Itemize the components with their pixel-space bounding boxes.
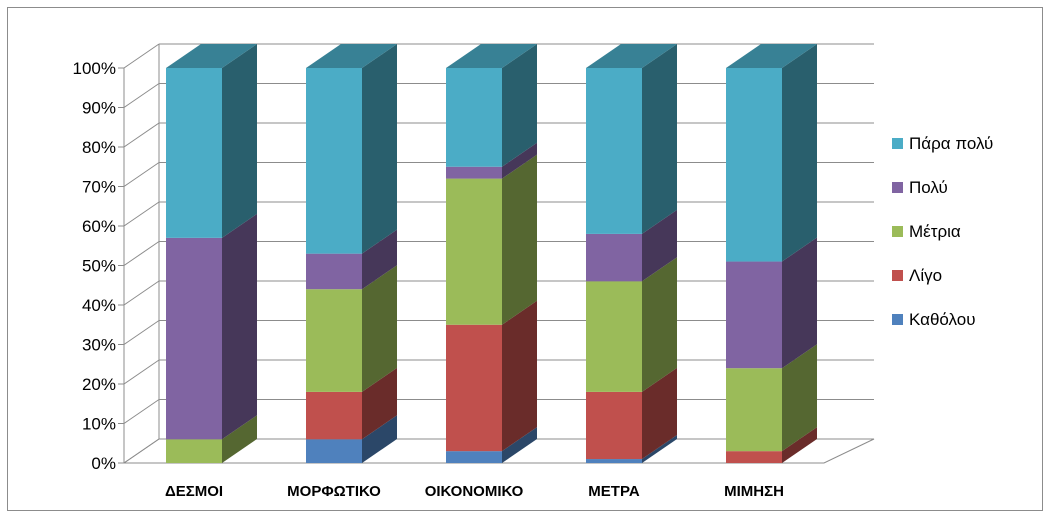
gridline-wall	[123, 201, 160, 227]
gridline-wall	[123, 280, 160, 306]
bar-side	[362, 265, 397, 392]
bar-side	[502, 142, 537, 179]
bar-side	[222, 415, 257, 463]
y-tick-label: 0%	[91, 454, 116, 473]
bar-segment	[586, 281, 642, 392]
x-tick-label: ΜΕΤΡΑ	[588, 483, 640, 500]
gridline-wall	[123, 122, 160, 148]
bar-side	[642, 257, 677, 392]
bar-side	[222, 213, 257, 440]
bar-segment	[586, 233, 642, 282]
bar-side	[642, 44, 677, 234]
bar-segment	[306, 391, 362, 440]
y-tick-label: 70%	[82, 178, 116, 197]
bar-segment	[446, 451, 502, 463]
legend-swatch	[892, 182, 903, 193]
bar-segment	[306, 253, 362, 290]
bar-segment	[446, 68, 502, 167]
y-tick-label: 20%	[82, 375, 116, 394]
bar-segment	[306, 439, 362, 463]
bar-top	[726, 44, 817, 68]
bar-segment	[166, 237, 222, 440]
bar-segment	[306, 68, 362, 254]
x-tick-label: ΟΙΚΟΝΟΜΙΚΟ	[425, 483, 524, 500]
gridline-wall	[123, 359, 160, 385]
gridline-wall	[123, 43, 160, 69]
bar-segment	[586, 391, 642, 460]
bar-segment	[726, 68, 782, 262]
bar-side	[502, 44, 537, 167]
bar-side	[362, 229, 397, 290]
y-tick-label: 90%	[82, 99, 116, 118]
bar-side	[642, 209, 677, 282]
gridline-wall	[123, 162, 160, 187]
x-tick-label: ΜΟΡΦΩΤΙΚΟ	[287, 483, 381, 500]
bar-segment	[586, 459, 642, 463]
y-tick-label: 80%	[82, 138, 116, 157]
bar-top	[306, 44, 397, 68]
bar-side	[782, 344, 817, 452]
bar-side	[362, 44, 397, 254]
bar-side	[222, 44, 257, 238]
bar-segment	[166, 439, 222, 463]
gridline-wall	[123, 83, 160, 108]
x-tick-label: ΔΕΣΜΟΙ	[165, 483, 223, 500]
legend-label: Καθόλου	[909, 310, 976, 329]
y-tick-label: 50%	[82, 257, 116, 276]
gridline-wall	[123, 241, 160, 266]
bar-side	[642, 435, 677, 463]
bar-top	[446, 44, 537, 68]
bar-segment	[306, 289, 362, 392]
legend-label: Πάρα πολύ	[909, 134, 993, 153]
legend-swatch	[892, 226, 903, 237]
legend-label: Πολύ	[909, 178, 948, 197]
bar-side	[642, 367, 677, 460]
gridline-wall	[123, 320, 160, 345]
bar-segment	[726, 261, 782, 369]
bar-segment	[726, 451, 782, 463]
y-tick-label: 10%	[82, 415, 116, 434]
bar-side	[782, 427, 817, 463]
bar-top	[166, 44, 257, 68]
y-tick-label: 60%	[82, 217, 116, 236]
bar-top	[586, 44, 677, 68]
bar-side	[502, 300, 537, 452]
bar-segment	[446, 178, 502, 325]
gridline-wall	[123, 399, 160, 424]
x-tick-label: ΜΙΜΗΣΗ	[724, 483, 784, 500]
bar-segment	[726, 368, 782, 452]
bar-side	[782, 237, 817, 369]
legend-label: Λίγο	[909, 266, 942, 285]
bar-side	[502, 154, 537, 325]
legend-swatch	[892, 138, 903, 149]
bar-side	[362, 415, 397, 463]
legend-label: Μέτρια	[909, 222, 961, 241]
bar-side	[502, 427, 537, 463]
legend-swatch	[892, 314, 903, 325]
y-tick-label: 30%	[82, 336, 116, 355]
y-tick-label: 40%	[82, 296, 116, 315]
bar-segment	[446, 324, 502, 452]
y-tick-label: 100%	[73, 59, 116, 78]
bar-segment	[446, 166, 502, 179]
bar-side	[362, 367, 397, 440]
legend-swatch	[892, 270, 903, 281]
bar-side	[782, 44, 817, 262]
bar-segment	[586, 68, 642, 234]
bar-segment	[166, 68, 222, 238]
